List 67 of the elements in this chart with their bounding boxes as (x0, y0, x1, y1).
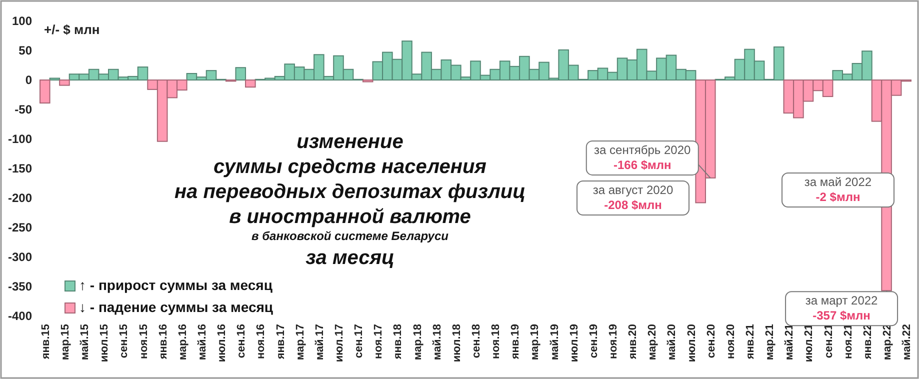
x-tick-label: янв.20 (627, 324, 640, 360)
x-tick-label: июл.19 (568, 324, 580, 362)
x-tick-label: янв.19 (510, 324, 522, 360)
x-tick-label: июл.17 (333, 324, 346, 362)
x-tick-label: июл.15 (98, 324, 111, 362)
x-tick-label: май.21 (784, 324, 796, 360)
legend-label: ↓ - падение суммы за месяц (79, 299, 274, 315)
x-tick-label: ноя.20 (724, 324, 737, 359)
annotation: за август 2020 -208 $млн (592, 183, 674, 212)
x-tick-label: сен.15 (118, 324, 130, 358)
y-axis-title: +/- $ млн (44, 22, 100, 37)
x-tick-label: мар.19 (529, 324, 542, 360)
x-tick-label: мар.21 (764, 324, 776, 360)
x-tick-label: ноя.16 (255, 324, 268, 359)
x-tick-label: ноя.17 (372, 324, 385, 359)
x-tick-label: мар.17 (294, 324, 306, 360)
y-tick-label: -50 (14, 102, 32, 117)
x-tick-label: май.18 (431, 324, 444, 360)
bar (40, 80, 50, 104)
y-tick-label: -250 (8, 220, 32, 235)
bar (245, 80, 256, 88)
annotation: за март 2022 -357 $млн (805, 294, 878, 323)
x-tick-label: май.19 (548, 324, 561, 360)
x-tick-label: май.15 (79, 324, 92, 360)
y-tick-label: 100 (12, 14, 32, 28)
x-tick-label: июл.16 (216, 324, 228, 362)
x-tick-label: мар.15 (59, 324, 72, 360)
y-tick-label: -150 (8, 162, 32, 176)
y-tick-label: -300 (8, 250, 32, 264)
legend-label: ↑ - прирост суммы за месяц (79, 277, 273, 293)
x-tick-label: мар.18 (412, 324, 424, 360)
y-tick-label: 0 (25, 73, 32, 88)
y-tick-label: -100 (8, 132, 32, 146)
x-tick-label: май.22 (901, 324, 914, 360)
x-tick-label: сен.19 (588, 324, 600, 358)
x-tick-label: ноя.15 (138, 324, 150, 359)
x-tick-label: янв.16 (157, 324, 170, 360)
x-tick-label: сен.21 (822, 324, 835, 358)
x-tick-label: май.20 (666, 324, 678, 360)
bar (235, 67, 246, 80)
text: изменение суммы средств населения на переводных депозитах физлиц в иностранной валюте (174, 131, 526, 228)
annotation: за май 2022 -2 $млн (804, 175, 872, 204)
x-tick-label: янв.15 (40, 324, 52, 360)
x-tick-label: сен.18 (470, 324, 482, 358)
y-tick-label: 50 (18, 44, 32, 58)
y-tick-label: -200 (8, 191, 32, 206)
x-tick-label: ноя.18 (490, 324, 502, 359)
x-tick-label: июл.20 (686, 324, 698, 362)
x-tick-label: янв.18 (392, 324, 404, 360)
x-tick-label: сен.16 (236, 324, 248, 358)
text: в банковской системе Беларуси за месяц (252, 229, 450, 269)
y-tick-label: -400 (8, 309, 32, 324)
x-tick-label: янв.21 (744, 324, 757, 360)
x-tick-label: ноя.21 (842, 324, 854, 359)
x-tick-label: мар.20 (646, 324, 659, 360)
x-tick-label: июл.21 (803, 324, 816, 362)
x-tick-label: сен.17 (353, 324, 366, 358)
x-tick-label: май.16 (196, 324, 208, 360)
annotation: за сентябрь 2020 -166 $млн (594, 142, 692, 172)
x-tick-label: ноя.19 (608, 324, 620, 359)
y-tick-label: -350 (8, 280, 32, 294)
bar (59, 80, 70, 86)
x-tick-label: мар.16 (176, 324, 189, 360)
x-tick-label: янв.17 (274, 324, 287, 360)
x-tick-label: июл.18 (450, 324, 463, 362)
x-tick-label: сен.20 (705, 324, 718, 358)
x-tick-label: май.17 (314, 324, 326, 360)
